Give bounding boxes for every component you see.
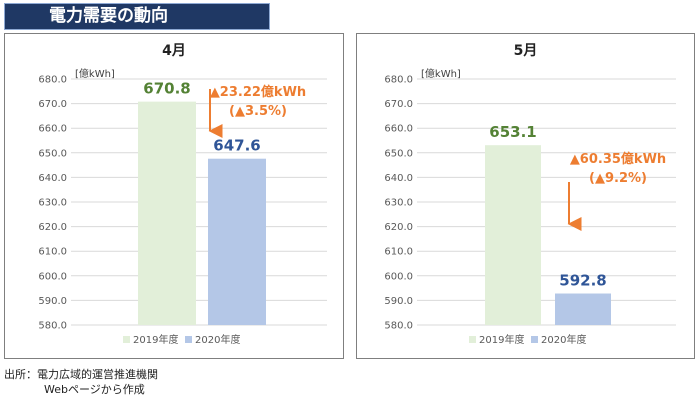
y-tick-label: 590.0: [384, 296, 413, 307]
source-line: Webページから作成: [44, 383, 145, 396]
bar: [138, 101, 196, 325]
annotation-text: ▲60.35億kWh: [570, 151, 666, 167]
data-label: 592.8: [559, 272, 606, 290]
y-unit-label: [億kWh]: [421, 67, 461, 80]
y-tick-label: 610.0: [38, 247, 67, 258]
y-tick-label: 580.0: [384, 321, 413, 332]
legend-label: 2020年度: [195, 333, 240, 346]
legend-swatch: [185, 336, 192, 343]
y-tick-label: 640.0: [38, 173, 67, 184]
y-tick-label: 660.0: [38, 124, 67, 135]
data-label: 647.6: [213, 137, 260, 155]
annotation-text: (▲3.5%): [229, 104, 287, 119]
legend-label: 2019年度: [479, 333, 524, 346]
y-tick-label: 610.0: [384, 247, 413, 258]
y-tick-label: 640.0: [384, 173, 413, 184]
source-note: 出所：電力広域的運営推進機関 Webページから作成: [4, 367, 158, 397]
source-line: 出所：電力広域的運営推進機関: [4, 368, 158, 381]
y-tick-label: 680.0: [38, 75, 67, 86]
annotation-text: ▲23.22億kWh: [210, 84, 306, 100]
chart-panel-may: 5月 580.0 590.0 600.0 610.0 620.0 630.0 640.0 65…: [356, 33, 695, 359]
y-tick-label: 670.0: [384, 99, 413, 110]
legend-swatch: [531, 336, 538, 343]
annotation-text: (▲9.2%): [589, 171, 647, 186]
chart-panel-april: 4月 580.0 590.0 600.0 610.0 620.0 630.0 640.0 65…: [4, 33, 344, 359]
y-tick-label: 660.0: [384, 124, 413, 135]
chart-title: 4月: [162, 43, 186, 59]
y-tick-label: 620.0: [384, 222, 413, 233]
y-tick-label: 620.0: [38, 222, 67, 233]
data-label: 670.8: [143, 80, 190, 98]
bar: [208, 158, 266, 325]
y-tick-label: 630.0: [38, 198, 67, 209]
legend-swatch: [123, 336, 130, 343]
y-tick-label: 650.0: [384, 148, 413, 159]
y-tick-label: 630.0: [384, 198, 413, 209]
page-title: 電力需要の動向: [4, 3, 270, 30]
bar: [485, 145, 541, 325]
y-tick-label: 680.0: [384, 75, 413, 86]
legend-swatch: [469, 336, 476, 343]
y-tick-label: 650.0: [38, 148, 67, 159]
chart-svg: 580.0 590.0 600.0 610.0 620.0 630.0 640.0 650.0…: [38, 67, 327, 346]
chart-title: 5月: [513, 43, 538, 59]
y-tick-label: 600.0: [384, 271, 413, 282]
y-tick-label: 670.0: [38, 99, 67, 110]
legend-label: 2019年度: [133, 333, 178, 346]
bar: [555, 293, 611, 325]
chart-svg: 580.0 590.0 600.0 610.0 620.0 630.0 640.0 650.0…: [384, 67, 676, 346]
y-tick-label: 590.0: [38, 296, 67, 307]
y-tick-label: 580.0: [38, 321, 67, 332]
legend-label: 2020年度: [541, 333, 586, 346]
y-tick-label: 600.0: [38, 271, 67, 282]
data-label: 653.1: [489, 123, 536, 141]
y-unit-label: [億kWh]: [75, 67, 115, 80]
